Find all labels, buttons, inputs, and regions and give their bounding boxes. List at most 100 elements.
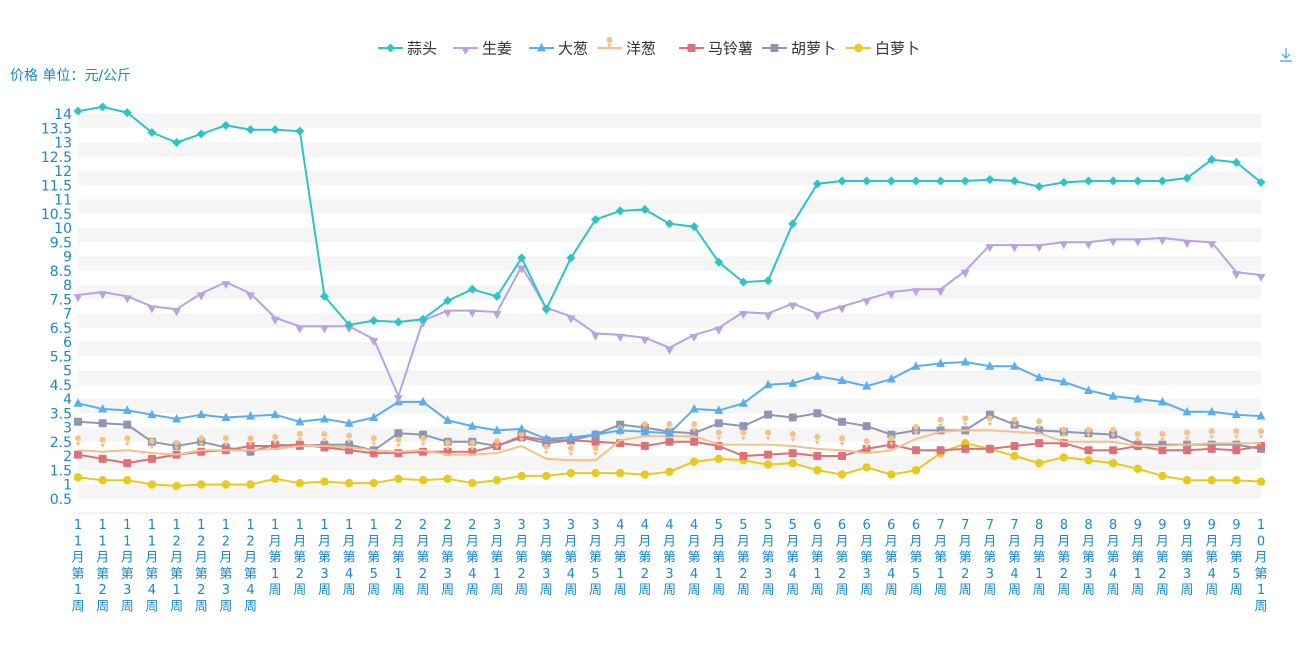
data-point[interactable] — [1256, 274, 1266, 283]
data-point[interactable] — [172, 481, 181, 491]
data-point[interactable] — [837, 470, 847, 479]
data-point[interactable] — [147, 480, 157, 489]
data-point[interactable] — [518, 431, 525, 443]
data-point[interactable] — [393, 317, 403, 327]
data-point[interactable] — [1010, 451, 1019, 461]
data-point[interactable] — [444, 439, 451, 451]
data-point[interactable] — [788, 449, 797, 458]
data-point[interactable] — [936, 446, 945, 455]
data-point[interactable] — [937, 416, 944, 428]
data-point[interactable] — [369, 412, 379, 422]
data-point[interactable] — [1133, 176, 1143, 186]
data-point[interactable] — [222, 435, 229, 447]
data-point[interactable] — [591, 468, 600, 478]
data-point[interactable] — [986, 415, 993, 427]
data-point[interactable] — [640, 204, 650, 214]
data-point[interactable] — [1134, 431, 1141, 443]
data-point[interactable] — [1034, 244, 1044, 253]
data-point[interactable] — [911, 288, 921, 297]
data-point[interactable] — [1133, 464, 1142, 474]
data-point[interactable] — [1207, 444, 1216, 453]
data-point[interactable] — [197, 480, 206, 489]
data-point[interactable] — [689, 333, 699, 342]
data-point[interactable] — [837, 375, 847, 384]
data-point[interactable] — [461, 47, 470, 55]
data-point[interactable] — [1184, 429, 1191, 441]
data-point[interactable] — [295, 416, 305, 426]
data-point[interactable] — [320, 443, 329, 452]
data-point[interactable] — [837, 176, 847, 186]
data-point[interactable] — [689, 403, 699, 413]
data-point[interactable] — [443, 474, 452, 483]
data-point[interactable] — [75, 435, 82, 447]
legend-item[interactable]: 洋葱 — [597, 37, 656, 58]
data-point[interactable] — [854, 43, 863, 53]
data-point[interactable] — [344, 320, 354, 330]
data-point[interactable] — [246, 292, 256, 301]
data-point[interactable] — [467, 309, 477, 318]
data-point[interactable] — [1010, 442, 1019, 451]
data-point[interactable] — [1084, 456, 1093, 465]
data-point[interactable] — [1108, 176, 1118, 186]
data-point[interactable] — [764, 450, 773, 459]
data-point[interactable] — [566, 253, 576, 263]
data-point[interactable] — [862, 298, 872, 307]
data-point[interactable] — [73, 106, 83, 116]
data-point[interactable] — [147, 409, 157, 419]
data-point[interactable] — [123, 459, 132, 468]
data-point[interactable] — [394, 449, 403, 458]
data-point[interactable] — [665, 467, 674, 476]
data-point[interactable] — [985, 175, 995, 185]
data-point[interactable] — [763, 379, 773, 389]
data-point[interactable] — [690, 437, 699, 446]
data-point[interactable] — [73, 293, 83, 302]
data-point[interactable] — [714, 326, 724, 335]
data-point[interactable] — [640, 470, 650, 479]
data-point[interactable] — [1157, 236, 1167, 245]
data-point[interactable] — [542, 471, 551, 481]
data-point[interactable] — [763, 276, 773, 286]
data-point[interactable] — [665, 428, 674, 437]
data-point[interactable] — [665, 437, 674, 446]
data-point[interactable] — [147, 305, 157, 314]
data-point[interactable] — [1256, 477, 1266, 486]
data-point[interactable] — [591, 332, 601, 341]
data-point[interactable] — [886, 291, 896, 300]
data-point[interactable] — [418, 314, 428, 324]
data-point[interactable] — [911, 176, 921, 186]
data-point[interactable] — [74, 450, 82, 459]
data-point[interactable] — [839, 435, 846, 447]
data-point[interactable] — [443, 309, 453, 318]
data-point[interactable] — [1182, 173, 1192, 183]
data-point[interactable] — [665, 346, 674, 355]
data-point[interactable] — [1011, 416, 1018, 428]
data-point[interactable] — [740, 429, 747, 441]
data-point[interactable] — [1208, 428, 1215, 440]
data-point[interactable] — [912, 423, 919, 435]
data-point[interactable] — [246, 411, 256, 420]
data-point[interactable] — [296, 431, 303, 443]
data-point[interactable] — [1110, 426, 1117, 438]
data-point[interactable] — [886, 374, 896, 383]
data-point[interactable] — [196, 409, 206, 419]
data-point[interactable] — [418, 476, 428, 485]
data-point[interactable] — [640, 336, 650, 345]
data-point[interactable] — [270, 474, 280, 483]
data-point[interactable] — [1256, 177, 1266, 187]
data-point[interactable] — [960, 269, 970, 278]
data-point[interactable] — [567, 445, 574, 457]
data-point[interactable] — [911, 361, 921, 370]
data-point[interactable] — [838, 452, 847, 460]
data-point[interactable] — [1232, 446, 1241, 455]
data-point[interactable] — [295, 325, 305, 334]
data-point[interactable] — [739, 422, 748, 431]
data-point[interactable] — [270, 125, 280, 135]
data-point[interactable] — [247, 435, 254, 447]
data-point[interactable] — [1133, 238, 1143, 247]
legend-item[interactable]: 马铃薯 — [679, 40, 753, 58]
data-point[interactable] — [738, 311, 748, 320]
data-point[interactable] — [689, 457, 699, 466]
data-point[interactable] — [591, 437, 600, 446]
data-point[interactable] — [1059, 177, 1069, 187]
data-point[interactable] — [862, 463, 871, 472]
